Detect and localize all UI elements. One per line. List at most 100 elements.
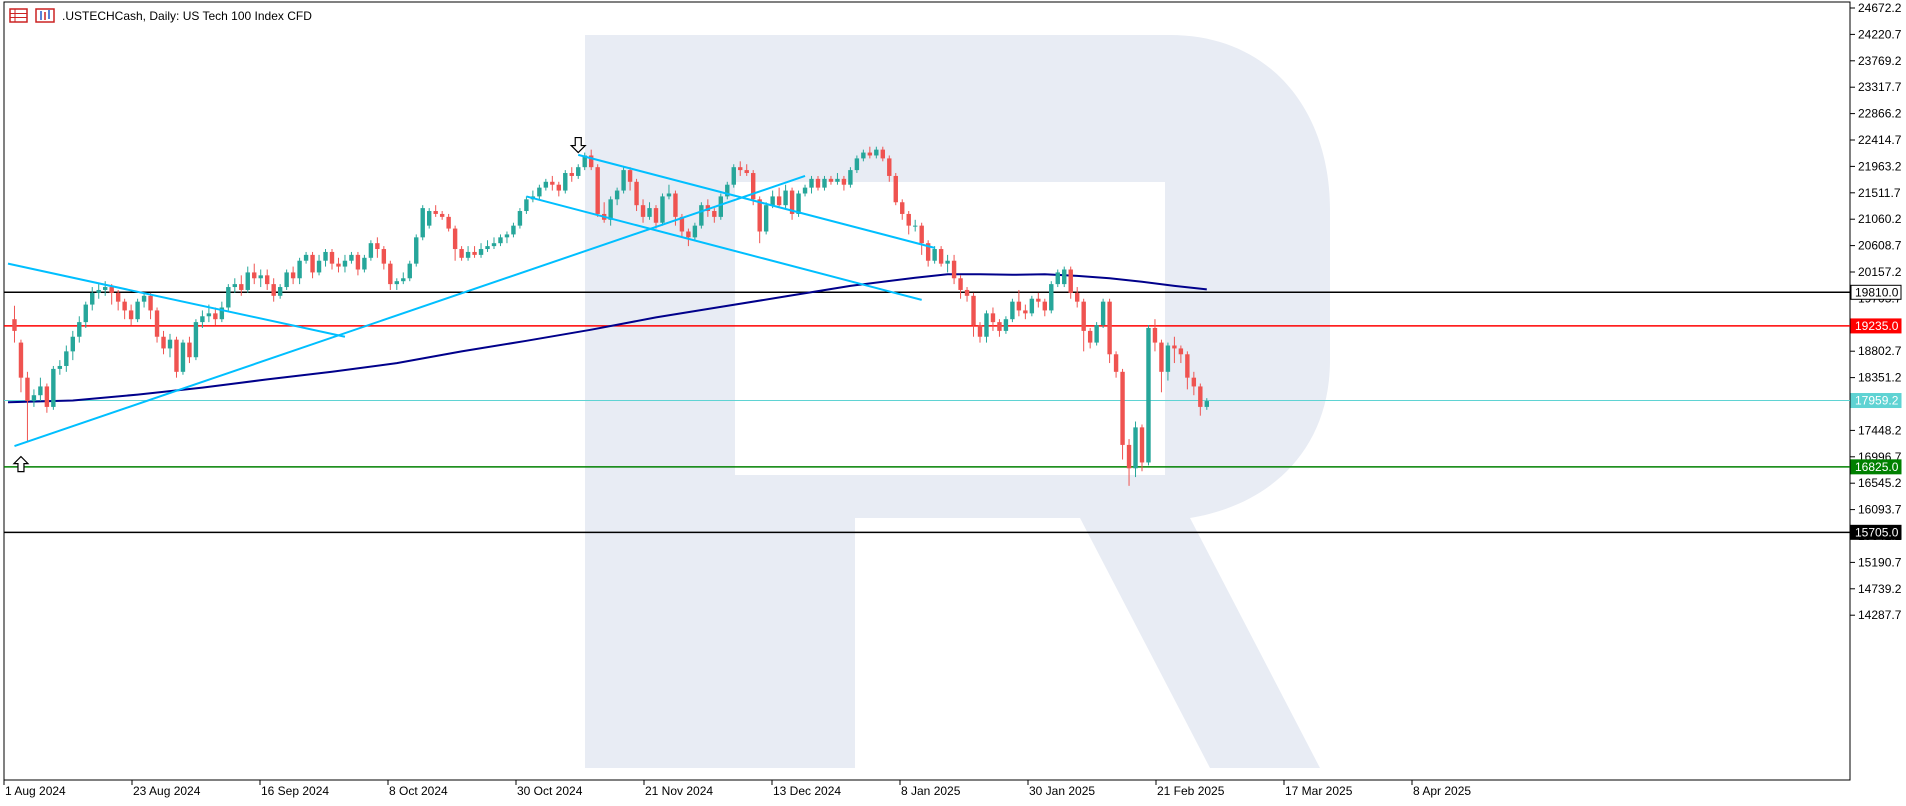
candle: [964, 287, 970, 302]
candle-body: [1198, 386, 1203, 407]
candle-body: [388, 263, 393, 285]
candle: [1087, 327, 1093, 349]
candle-body: [277, 287, 283, 296]
candle-body: [809, 178, 814, 188]
candle: [589, 149, 594, 171]
candle-body: [880, 149, 885, 159]
candle: [485, 240, 490, 252]
candle-body: [452, 228, 458, 250]
candle-body: [433, 211, 438, 214]
candle-body: [796, 193, 801, 214]
candle-body: [96, 289, 101, 293]
trendline[interactable]: [7, 262, 346, 338]
candle: [556, 181, 561, 197]
candle: [193, 319, 199, 361]
candle-body: [997, 322, 1002, 331]
candle-body: [258, 275, 263, 279]
chart-type-icon[interactable]: [35, 8, 55, 23]
candle: [414, 234, 419, 267]
candle-body: [193, 322, 199, 358]
candle-body: [439, 213, 445, 217]
candle: [388, 260, 393, 290]
candle: [919, 222, 924, 255]
candle-body: [517, 211, 523, 226]
candle-body: [1172, 345, 1177, 349]
candle: [394, 278, 399, 290]
candle-body: [835, 178, 840, 182]
time-tick-label: 21 Feb 2025: [1157, 784, 1225, 798]
candle-body: [446, 216, 451, 229]
candle-body: [1003, 319, 1009, 331]
candle: [640, 199, 646, 223]
level-tag: [1850, 393, 1902, 409]
candle-body: [77, 322, 82, 337]
candle: [938, 246, 944, 267]
candle-body: [913, 225, 918, 227]
candle-body: [465, 251, 471, 258]
candle-body: [57, 365, 63, 369]
level-tag-label: 16825.0: [1855, 460, 1899, 474]
candle: [900, 199, 905, 220]
trendlines[interactable]: [7, 153, 935, 448]
ma-line[interactable]: [7, 273, 1207, 404]
table-icon[interactable]: [9, 8, 28, 23]
candle-body: [666, 193, 672, 197]
candle: [265, 269, 270, 290]
level-tag: [1850, 318, 1902, 334]
candle-body: [323, 251, 328, 261]
level-tags: 19810.0 19235.0 17959.2 16825.0 15705.0: [1850, 284, 1902, 540]
candle-body: [971, 295, 976, 326]
time-axis[interactable]: 1 Aug 2024 23 Aug 2024 16 Sep 2024 8 Oct 20…: [3, 780, 1471, 798]
candle-body: [783, 190, 788, 206]
candle: [783, 184, 788, 209]
candle: [433, 205, 438, 217]
candle: [1204, 398, 1209, 410]
candle: [932, 246, 937, 264]
trendline[interactable]: [14, 174, 806, 448]
candle-body: [252, 272, 257, 279]
candle-body: [887, 158, 892, 176]
candle-body: [699, 205, 704, 226]
trendline[interactable]: [577, 153, 935, 249]
candles: [12, 146, 1209, 486]
level-tag-label: 17959.2: [1855, 394, 1899, 408]
candle-body: [1178, 348, 1184, 355]
price-tick-label: 18802.7: [1858, 344, 1902, 358]
candle: [874, 146, 879, 159]
candle: [375, 237, 380, 258]
candle-body: [1081, 301, 1086, 331]
candle-body: [245, 272, 250, 290]
candle: [1198, 383, 1203, 416]
candle-body: [763, 205, 769, 232]
candle: [362, 254, 367, 273]
candle: [1094, 322, 1099, 346]
candle-body: [44, 386, 50, 407]
candle: [141, 292, 147, 308]
candle: [31, 389, 37, 407]
candle: [835, 173, 840, 185]
candle-body: [1042, 301, 1047, 311]
candle: [712, 208, 717, 223]
candle: [977, 322, 983, 343]
candle-body: [51, 368, 56, 407]
watermark-logo: [585, 35, 1330, 768]
trendline[interactable]: [526, 195, 922, 301]
candle: [809, 175, 814, 194]
candle: [342, 254, 348, 273]
candle-body: [362, 257, 367, 270]
candle: [660, 193, 665, 226]
candle: [524, 196, 529, 214]
candle: [103, 281, 108, 296]
candle-body: [349, 254, 354, 261]
candle-body: [1094, 325, 1099, 343]
candle-body: [692, 225, 698, 238]
candle: [465, 246, 471, 261]
candle: [958, 275, 963, 299]
candle: [297, 257, 302, 285]
candle-body: [621, 170, 626, 191]
candle: [666, 184, 672, 200]
time-tick-label: 8 Oct 2024: [389, 784, 448, 798]
candle: [122, 298, 127, 320]
candle-body: [472, 251, 477, 255]
